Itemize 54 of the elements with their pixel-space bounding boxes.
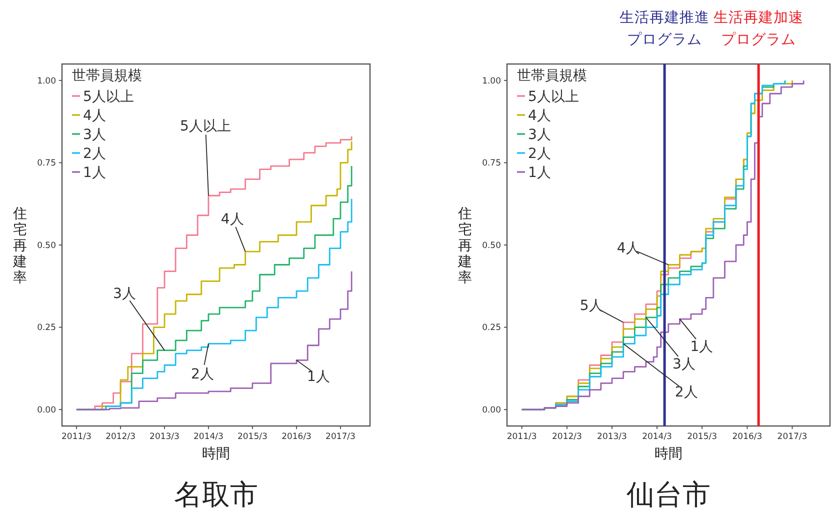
legend-label: 1人: [528, 164, 551, 181]
legend-label: 1人: [83, 164, 106, 181]
y-tick-label: 0.00: [37, 406, 56, 416]
legend-label: 4人: [83, 108, 106, 124]
legend-label: 4人: [528, 108, 551, 124]
x-tick-label: 2013/3: [150, 432, 180, 442]
y-tick-label: 0.25: [37, 323, 56, 334]
y-tick-label: 0.75: [37, 158, 56, 169]
y-axis-title: 住宅再建率: [12, 206, 27, 286]
x-tick-label: 2013/3: [597, 432, 627, 442]
x-tick-label: 2016/3: [282, 432, 312, 442]
legend-label: 3人: [83, 126, 106, 143]
text: 名取市: [174, 478, 258, 511]
x-tick-label: 2011/3: [62, 432, 92, 442]
y-tick-label: 0.25: [482, 323, 501, 334]
y-tick-label: 0.50: [482, 240, 501, 251]
x-tick-label: 2011/3: [506, 432, 537, 442]
legend-label: 3人: [528, 126, 551, 143]
annotation: 1人: [690, 338, 714, 355]
ref-line-label: 生活再建推進プログラム: [620, 9, 710, 48]
annotation: 5人: [580, 298, 603, 314]
y-axis-title: 住宅再建率: [457, 206, 472, 286]
annotation: 4人: [616, 240, 640, 257]
legend-label: 2人: [528, 146, 551, 162]
legend-title: 世帯員規模: [72, 68, 142, 84]
annotation: 1人: [307, 369, 330, 386]
ref-line-label: 生活再建加速プログラム: [714, 9, 804, 48]
annotation: 4人: [220, 211, 244, 228]
annotation: 2人: [674, 384, 698, 401]
x-axis-title: 時間: [202, 446, 230, 462]
x-tick-label: 2016/3: [732, 432, 762, 442]
annotation: 3人: [113, 286, 136, 302]
x-tick-label: 2017/3: [326, 432, 356, 442]
legend-label: 2人: [83, 146, 106, 162]
y-tick-label: 0.50: [37, 240, 56, 251]
x-tick-label: 2012/3: [552, 432, 582, 442]
x-tick-label: 2015/3: [687, 432, 718, 442]
x-axis-title: 時間: [654, 446, 682, 462]
y-tick-label: 1.00: [482, 76, 501, 86]
x-tick-label: 2014/3: [642, 432, 672, 442]
legend-title: 世帯員規模: [517, 68, 587, 84]
y-tick-label: 0.00: [482, 406, 501, 416]
annotation: 3人: [672, 356, 696, 372]
legend-label: 5人以上: [528, 88, 579, 105]
legend-label: 5人以上: [83, 88, 134, 105]
annotation: 5人以上: [180, 118, 231, 135]
text: 仙台市: [626, 478, 710, 511]
x-tick-label: 2015/3: [237, 432, 268, 442]
y-tick-label: 0.75: [482, 158, 501, 169]
x-tick-label: 2012/3: [106, 432, 136, 442]
annotation: 2人: [191, 366, 214, 383]
x-tick-label: 2014/3: [194, 432, 224, 442]
x-tick-label: 2017/3: [777, 432, 808, 442]
y-tick-label: 1.00: [37, 76, 56, 86]
